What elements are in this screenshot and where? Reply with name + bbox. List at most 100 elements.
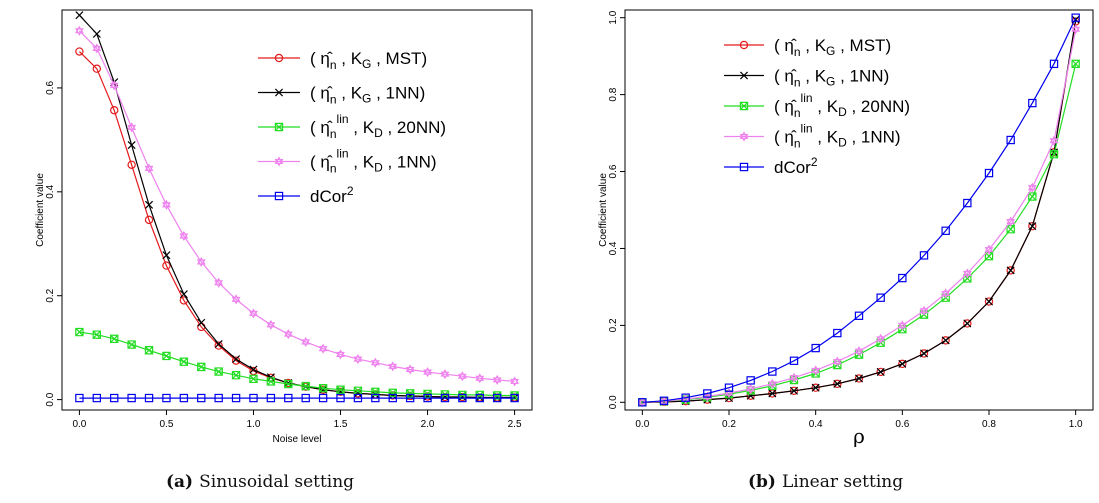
data-point-b-4 [768,367,777,376]
data-point-b-4 [789,356,799,365]
data-point-b-3 [637,397,647,408]
data-point-a-3 [214,277,224,288]
data-point-b-0 [1006,266,1015,275]
data-point-b-3 [1027,182,1037,193]
x-tick-label-a: 1.5 [334,419,348,430]
data-point-b-3 [767,378,777,389]
legend-label-b-4: dCor2 [774,155,818,177]
data-point-b-4 [876,293,885,302]
x-tick-label-a: 0.5 [159,419,173,430]
data-point-b-3 [1071,24,1081,35]
data-point-a-2 [318,383,328,393]
legend-marker-a-1 [274,88,284,97]
data-point-a-1 [232,355,241,364]
y-tick-label-b: 0.0 [608,395,619,409]
x-tick-label-b: 0.0 [635,419,649,430]
data-point-a-2 [179,357,189,366]
data-point-a-3 [370,357,380,368]
data-point-a-3 [75,25,84,36]
data-point-a-3 [510,376,519,387]
data-point-a-4 [405,393,415,403]
data-point-a-4 [75,393,84,403]
data-point-a-1 [92,29,101,38]
legend-marker-b-0 [739,40,749,50]
data-point-a-3 [475,373,485,384]
y-tick-label-a: 0.4 [45,184,56,198]
data-point-a-2 [197,362,206,372]
x-tick-label-b: 0.4 [809,419,823,430]
panel-a-sinusoidal: 0.0 0.5 1.0 1.5 2.0 2.5 0.0 0.2 0.4 0.6 Noise leve… [35,9,533,445]
legend-marker-b-2 [739,101,749,111]
data-point-b-1 [898,359,907,368]
legend-a: ( η̂n , KG , MST) ( η̂n , KG , 1NN) ( η̂nl… [258,49,446,206]
data-point-a-3 [144,163,154,174]
data-point-b-4 [854,311,864,320]
x-axis-label-b: ρ [853,424,865,448]
data-point-a-1 [179,290,188,299]
data-point-a-4 [197,393,206,403]
data-point-a-2 [75,327,84,337]
data-point-b-4 [811,343,820,353]
x-tick-label-a: 0.0 [72,419,86,430]
data-point-a-1 [162,251,171,260]
panel-b-linear: 0.0 0.2 0.4 0.6 0.8 1.0 0.0 0.2 0.4 0.6 0.8 1.0 ρ Coe… [598,9,1094,448]
data-point-a-4 [423,393,432,403]
data-point-b-3 [854,346,864,357]
data-point-b-4 [833,328,842,338]
data-point-a-3 [457,371,467,382]
y-tick-label-a: 0.0 [45,392,56,406]
legend-marker-b-1 [739,71,749,80]
data-point-b-4 [681,393,690,402]
data-point-b-1 [854,374,864,383]
data-point-a-4 [92,393,102,403]
legend-label-b-3: ( η̂nlin , KD , 1NN) [774,122,901,151]
y-tick-label-b: 0.4 [608,241,619,255]
y-axis-label-b: Coefficient value [598,173,609,247]
data-point-a-4 [353,393,363,403]
data-point-a-3 [92,43,102,54]
legend-label-a-2: ( η̂nlin , KD , 20NN) [310,112,446,141]
caption-b-text: Linear setting [781,472,904,492]
data-point-b-0 [898,359,907,369]
data-point-a-0 [75,47,84,56]
data-point-b-4 [659,396,669,405]
legend-marker-b-4 [739,162,749,172]
plot-frame-b [624,9,1094,411]
data-point-b-1 [768,389,777,398]
data-point-b-2 [1006,225,1015,234]
data-point-b-0 [876,367,885,377]
data-point-a-4 [301,393,310,403]
data-point-a-3 [266,319,276,330]
x-tick-label-b: 0.8 [982,419,996,430]
y-axis-label-a: Coefficient value [35,173,46,247]
data-point-a-3 [318,343,328,354]
data-point-a-4 [179,393,189,403]
caption-a-label: (a) [166,472,194,492]
legend-label-a-4: dCor2 [310,184,354,206]
data-point-a-4 [249,393,258,403]
y-tick-label-b: 1.0 [608,10,619,24]
data-point-a-4 [510,393,519,403]
data-point-a-2 [127,340,136,349]
legend-marker-a-3 [274,156,284,167]
data-point-a-4 [214,393,223,403]
data-point-a-3 [388,361,398,372]
data-point-a-2 [144,346,154,355]
data-point-a-2 [162,351,171,361]
data-point-b-0 [941,336,950,345]
data-point-b-0 [984,297,994,306]
legend-label-a-3: ( η̂nlin , KD , 1NN) [310,147,437,176]
data-point-b-4 [919,251,929,260]
data-point-a-0 [127,160,136,170]
data-point-a-4 [371,393,380,403]
data-point-b-2 [1049,150,1059,159]
data-point-a-4 [475,393,484,403]
data-point-a-0 [110,106,119,115]
series-line-a-2 [79,331,515,397]
data-point-b-1 [984,297,994,306]
data-point-b-1 [811,383,820,392]
data-point-a-4 [110,393,119,403]
legend-label-b-0: ( η̂n , KG , MST) [774,36,891,59]
data-point-b-4 [703,389,712,398]
